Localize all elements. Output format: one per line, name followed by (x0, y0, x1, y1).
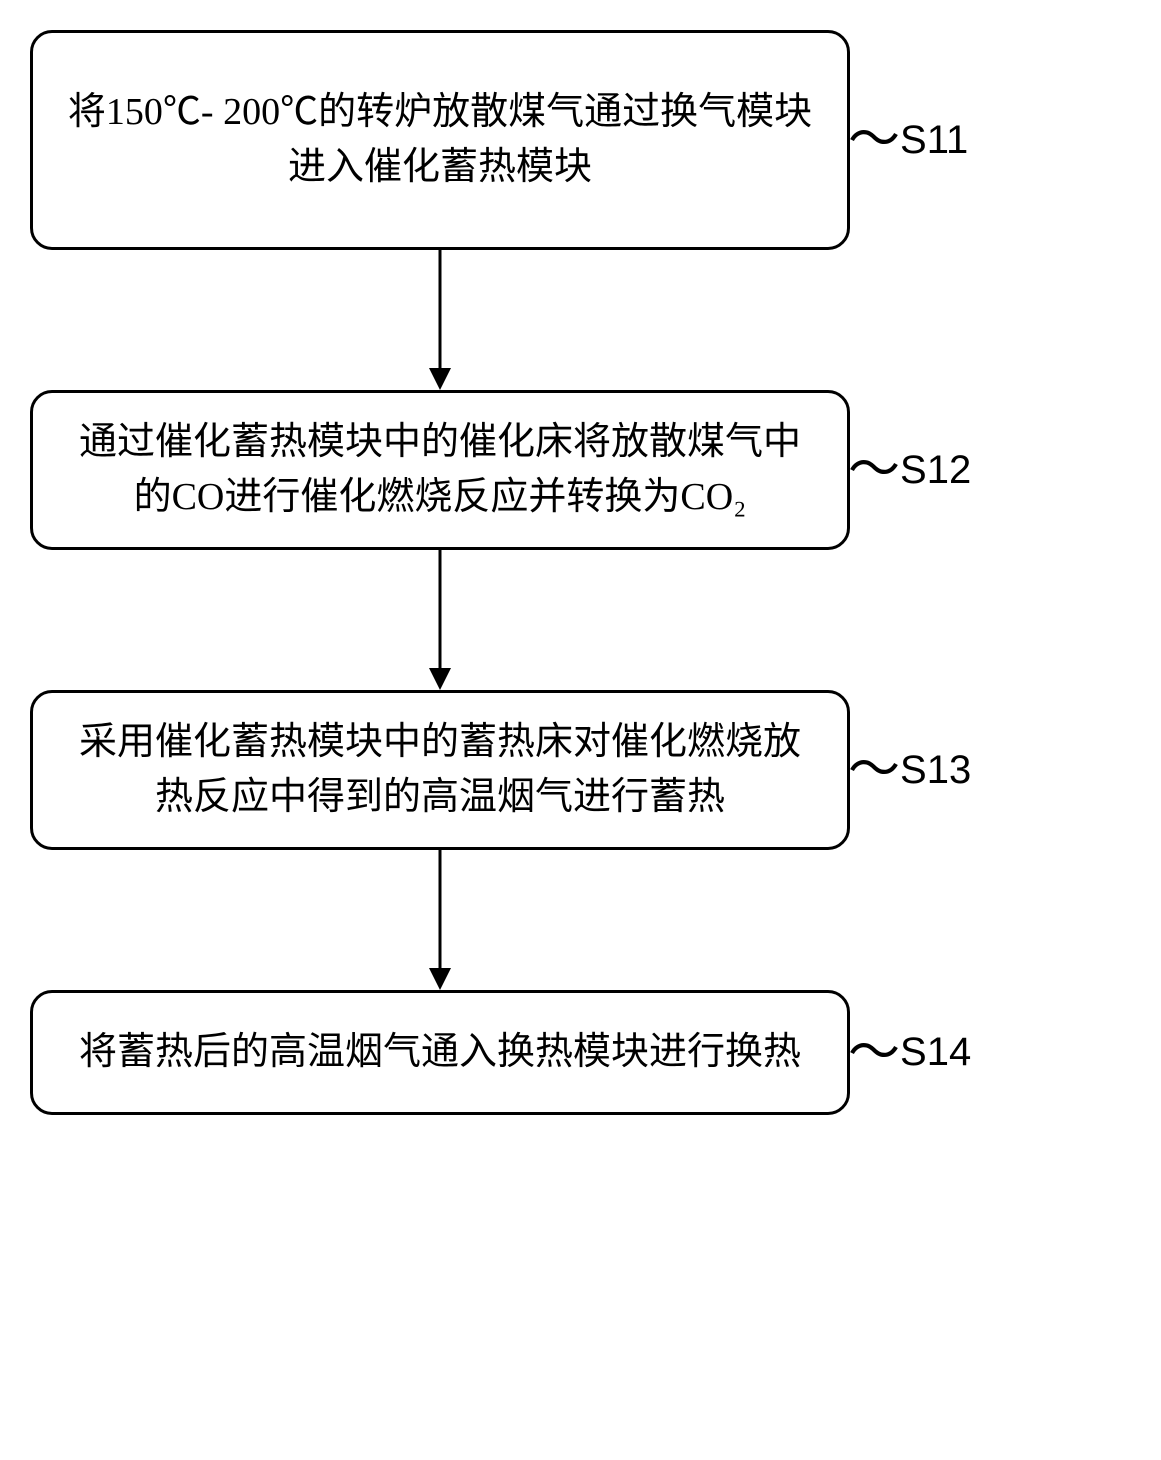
arrow-down-icon (420, 850, 460, 990)
connector-tilde: 〜 (848, 744, 894, 796)
step-text: 采用催化蓄热模块中的蓄热床对催化燃烧放热反应中得到的高温烟气进行蓄热 (79, 721, 801, 818)
step-id-label: S13 (900, 748, 971, 793)
step-box-s13: 采用催化蓄热模块中的蓄热床对催化燃烧放热反应中得到的高温烟气进行蓄热 (30, 690, 850, 850)
step-row-3: 采用催化蓄热模块中的蓄热床对催化燃烧放热反应中得到的高温烟气进行蓄热 〜 S13 (30, 690, 1030, 850)
arrow-wrap-1 (30, 250, 850, 390)
step-label-group: 〜 S13 (850, 744, 971, 796)
step-text: 将150℃- 200℃的转炉放散煤气通过换气模块进入催化蓄热模块 (63, 85, 817, 195)
step-row-2: 通过催化蓄热模块中的催化床将放散煤气中的CO进行催化燃烧反应并转换为CO₂ 〜 … (30, 390, 1030, 550)
connector-tilde: 〜 (848, 114, 894, 166)
connector-tilde: 〜 (848, 1027, 894, 1079)
step-row-4: 将蓄热后的高温烟气通入换热模块进行换热 〜 S14 (30, 990, 1030, 1115)
step-label-group: 〜 S14 (850, 1027, 971, 1079)
step-text: 通过催化蓄热模块中的催化床将放散煤气中的CO进行催化燃烧反应并转换为CO₂ (79, 421, 801, 518)
step-text: 将蓄热后的高温烟气通入换热模块进行换热 (79, 1031, 801, 1073)
step-row-1: 将150℃- 200℃的转炉放散煤气通过换气模块进入催化蓄热模块 〜 S11 (30, 30, 1030, 250)
arrow-down-icon (420, 550, 460, 690)
step-box-s11: 将150℃- 200℃的转炉放散煤气通过换气模块进入催化蓄热模块 (30, 30, 850, 250)
arrow-wrap-3 (30, 850, 850, 990)
step-box-s14: 将蓄热后的高温烟气通入换热模块进行换热 (30, 990, 850, 1115)
step-id-label: S12 (900, 448, 971, 493)
step-label-group: 〜 S11 (850, 114, 968, 166)
step-label-group: 〜 S12 (850, 444, 971, 496)
connector-tilde: 〜 (848, 444, 894, 496)
step-id-label: S11 (900, 118, 968, 163)
step-id-label: S14 (900, 1030, 971, 1075)
flowchart-container: 将150℃- 200℃的转炉放散煤气通过换气模块进入催化蓄热模块 〜 S11 通… (30, 30, 1030, 1115)
arrow-wrap-2 (30, 550, 850, 690)
arrow-down-icon (420, 250, 460, 390)
step-box-s12: 通过催化蓄热模块中的催化床将放散煤气中的CO进行催化燃烧反应并转换为CO₂ (30, 390, 850, 550)
